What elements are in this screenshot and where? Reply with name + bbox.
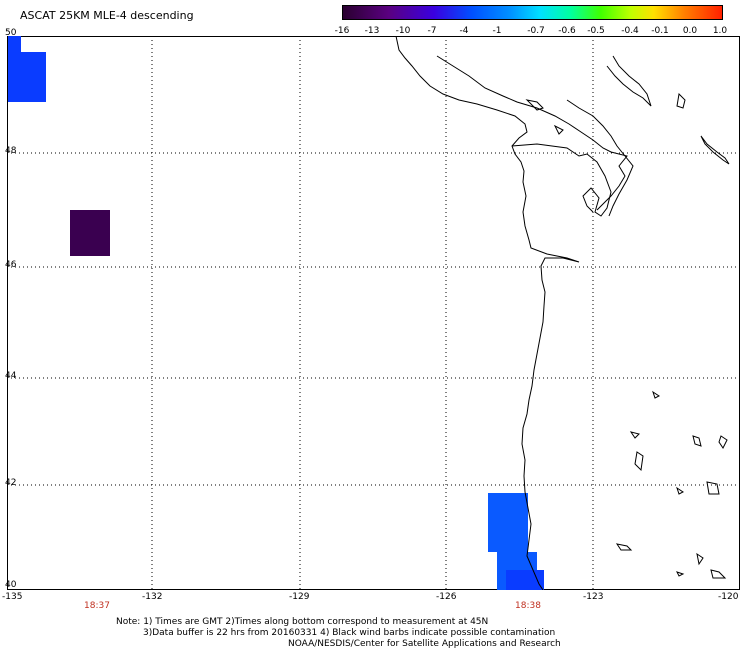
lat-label: 40 [5, 580, 17, 590]
footer-line-3: NOAA/NESDIS/Center for Satellite Applica… [288, 639, 561, 649]
coastline-san-juan [566, 99, 634, 217]
coastline-lake [629, 431, 640, 439]
map-title: ASCAT 25KM MLE-4 descending [20, 9, 194, 22]
coastline-puget-sound [511, 143, 612, 217]
colorbar-label: -0.7 [527, 26, 545, 36]
coastline-island [553, 124, 564, 135]
colorbar-label: -10 [395, 26, 411, 36]
coastline-lake [692, 435, 702, 447]
lat-label: 42 [5, 478, 17, 488]
lat-label: 48 [5, 146, 17, 156]
coastline-lake [615, 543, 633, 551]
coastline-strait [606, 55, 652, 107]
colorbar-label: -0.6 [558, 26, 576, 36]
coastline-lake [676, 571, 685, 577]
footer-notes: Note: 1) Times are GMT 2)Times along bot… [116, 617, 716, 650]
map-border [7, 36, 740, 590]
colorbar-labels: -16 -13 -10 -7 -4 -1 -0.7 -0.6 -0.5 -0.4… [332, 26, 732, 38]
coastline-lake [676, 486, 684, 495]
lat-label: 46 [5, 260, 17, 270]
coastline-vancouver-island [436, 55, 628, 211]
graticule [7, 36, 740, 590]
footer-line-2: 3)Data buffer is 22 hrs from 20160331 4)… [143, 628, 556, 638]
footer-line-1: Note: 1) Times are GMT 2)Times along bot… [116, 617, 489, 627]
data-cell [70, 210, 110, 256]
wind-data-cells [8, 36, 544, 590]
colorbar-label: -0.4 [621, 26, 639, 36]
coastline [395, 36, 730, 590]
data-cell [488, 493, 528, 552]
time-label: 18:38 [515, 601, 541, 611]
map-plot [7, 36, 740, 590]
lat-label: 44 [5, 371, 17, 381]
lon-label: -123 [583, 592, 604, 602]
colorbar-label: -1 [492, 26, 502, 36]
coastline-lake [634, 451, 644, 472]
colorbar-label: -0.5 [587, 26, 605, 36]
coastline-mainland [395, 36, 580, 590]
data-cell [506, 570, 544, 590]
coastline-lake [696, 552, 704, 566]
colorbar-label: -4 [459, 26, 469, 36]
colorbar-label: 0.0 [682, 26, 698, 36]
colorbar [342, 5, 723, 20]
coastline-island [700, 135, 730, 165]
colorbar-label: -0.1 [651, 26, 669, 36]
lon-label: -135 [2, 592, 23, 602]
colorbar-label: -13 [364, 26, 380, 36]
coastline-island [525, 99, 544, 111]
coastline-lake [710, 569, 727, 579]
lon-label: -120 [718, 592, 739, 602]
colorbar-label: -7 [427, 26, 437, 36]
data-cell [8, 52, 46, 102]
time-label: 18:37 [84, 601, 110, 611]
coastline-lake [706, 481, 720, 495]
coastline-lake [718, 435, 728, 449]
colorbar-label: -16 [334, 26, 350, 36]
data-cell [8, 36, 21, 52]
coastline-island [676, 92, 686, 109]
colorbar-label: 1.0 [712, 26, 728, 36]
coastline-lake [652, 390, 660, 399]
lon-label: -132 [142, 592, 163, 602]
lon-label: -129 [289, 592, 310, 602]
lon-label: -126 [436, 592, 457, 602]
lat-label: 50 [5, 28, 17, 38]
